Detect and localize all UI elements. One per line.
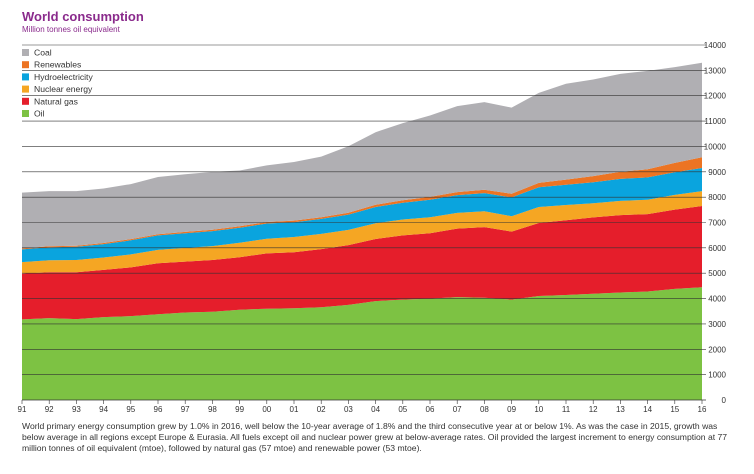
x-tick-label: 95	[126, 405, 135, 414]
legend-label: Hydroelectricity	[34, 72, 93, 82]
x-tick-label: 00	[262, 405, 271, 414]
legend-swatch	[22, 110, 29, 117]
area-hydroelectricity	[22, 168, 702, 263]
x-tick-label: 07	[453, 405, 462, 414]
y-axis: 0 1000 2000 3000 4000 5000 6000 7000 8000 9000 100…	[704, 41, 727, 405]
y-tick-label: 3000	[708, 320, 726, 329]
x-tick-label: 96	[154, 405, 163, 414]
area-oil	[22, 287, 702, 400]
x-tick-label: 16	[698, 405, 707, 414]
legend: Coal Renewables Hydroelectricity Nuclear en…	[22, 48, 93, 119]
y-tick-label: 6000	[708, 244, 726, 253]
legend-label: Oil	[34, 109, 45, 119]
legend-swatch	[22, 97, 29, 105]
page-title: World consumption	[22, 9, 144, 24]
area-nuclear-energy	[22, 191, 702, 274]
x-tick-label: 01	[290, 405, 299, 414]
x-tick-label: 98	[208, 405, 217, 414]
x-tick-label: 13	[616, 405, 625, 414]
x-tick-label: 93	[72, 405, 81, 414]
y-tick-label: 7000	[708, 219, 726, 228]
x-tick-label: 92	[45, 405, 54, 414]
x-tick-label: 14	[643, 405, 652, 414]
x-tick-label: 15	[670, 405, 679, 414]
y-tick-label: 4000	[708, 295, 726, 304]
y-tick-label: 12000	[704, 92, 727, 101]
y-tick-label: 2000	[708, 345, 726, 354]
legend-label: Nuclear energy	[34, 84, 93, 94]
x-tick-label: 05	[398, 405, 407, 414]
y-tick-label: 14000	[704, 41, 727, 50]
legend-swatch	[22, 49, 29, 56]
x-tick-label: 08	[480, 405, 489, 414]
area-coal	[22, 62, 702, 249]
chart-caption: World primary energy consumption grew by…	[22, 421, 728, 453]
legend-swatch	[22, 85, 29, 93]
y-tick-label: 10000	[704, 142, 727, 151]
plot-area	[22, 62, 702, 400]
x-tick-label: 12	[589, 405, 598, 414]
legend-label: Renewables	[34, 60, 81, 70]
stacked-area-chart: 0100020003000400050006000700080009000100…	[18, 41, 727, 414]
gridlines	[22, 44, 706, 401]
x-tick-label: 11	[562, 405, 571, 414]
x-tick-label: 02	[317, 405, 326, 414]
legend-label: Coal	[34, 48, 52, 58]
y-tick-label: 1000	[708, 371, 726, 380]
x-tick-label: 99	[235, 405, 244, 414]
y-tick-label: 5000	[708, 269, 726, 278]
x-tick-label: 09	[507, 405, 516, 414]
y-tick-label: 8000	[708, 193, 726, 202]
x-tick-label: 94	[99, 405, 108, 414]
legend-label: Natural gas	[34, 96, 78, 106]
y-tick-label: 11000	[704, 117, 726, 126]
area-natural-gas	[22, 206, 702, 320]
x-tick-label: 06	[426, 405, 435, 414]
legend-swatch	[22, 61, 29, 69]
x-axis: 91 92 93 94 95 96 97 98 99 00 01 02 03 04 05 06 07 08 09 10…	[18, 400, 707, 414]
legend-swatch	[22, 73, 29, 81]
x-tick-label: 91	[18, 405, 27, 414]
x-tick-label: 97	[181, 405, 190, 414]
y-tick-label: 0	[722, 396, 727, 405]
x-tick-label: 04	[371, 405, 380, 414]
y-tick-label: 13000	[704, 66, 727, 75]
page-subtitle: Million tonnes oil equivalent	[22, 25, 120, 34]
y-tick-label: 9000	[708, 168, 726, 177]
x-tick-label: 03	[344, 405, 353, 414]
x-tick-label: 10	[534, 405, 543, 414]
